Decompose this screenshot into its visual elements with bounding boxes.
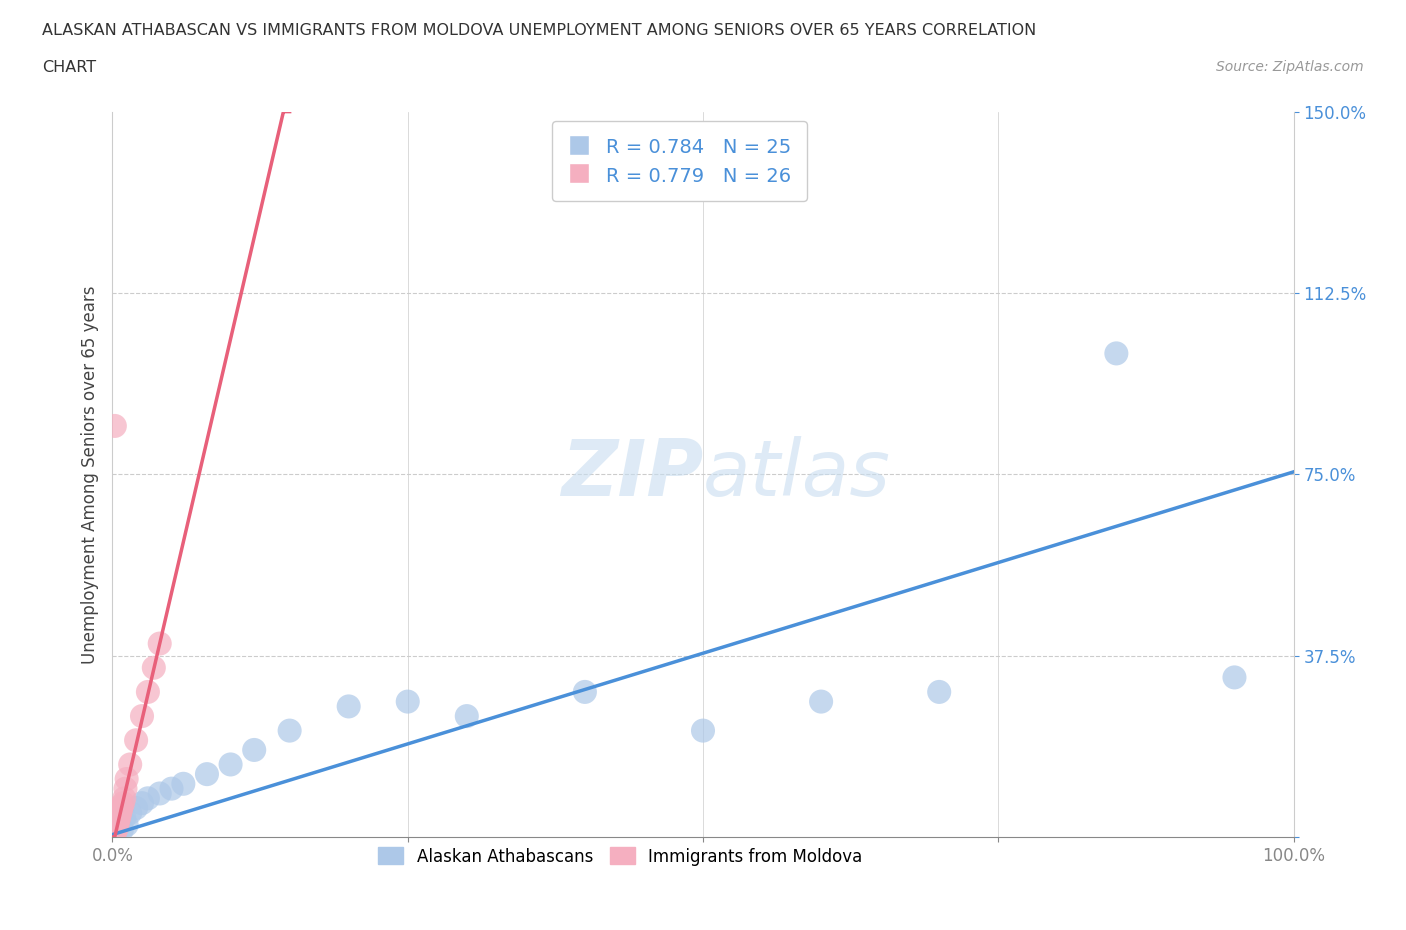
Point xyxy=(125,733,148,748)
Point xyxy=(111,822,134,837)
Point xyxy=(103,827,125,842)
Point xyxy=(125,801,148,816)
Text: CHART: CHART xyxy=(42,60,96,75)
Point xyxy=(142,660,165,675)
Point xyxy=(131,796,153,811)
Point xyxy=(103,826,125,841)
Legend: Alaskan Athabascans, Immigrants from Moldova: Alaskan Athabascans, Immigrants from Mol… xyxy=(371,841,869,872)
Point xyxy=(120,757,142,772)
Point xyxy=(120,805,142,820)
Text: atlas: atlas xyxy=(703,436,891,512)
Point xyxy=(104,824,127,839)
Point xyxy=(692,724,714,738)
Point xyxy=(149,636,172,651)
Point xyxy=(136,684,159,699)
Point xyxy=(928,684,950,699)
Point xyxy=(1223,670,1246,684)
Point xyxy=(105,820,128,835)
Point xyxy=(574,684,596,699)
Point xyxy=(112,810,135,825)
Point xyxy=(112,796,135,811)
Point xyxy=(149,786,172,801)
Point xyxy=(396,694,419,709)
Point xyxy=(810,694,832,709)
Text: Source: ZipAtlas.com: Source: ZipAtlas.com xyxy=(1216,60,1364,74)
Point xyxy=(456,709,478,724)
Point xyxy=(115,817,138,832)
Point xyxy=(278,724,301,738)
Point xyxy=(243,742,266,757)
Point xyxy=(108,810,131,825)
Point xyxy=(337,699,360,714)
Point xyxy=(108,805,131,820)
Point xyxy=(160,781,183,796)
Point xyxy=(108,808,131,823)
Y-axis label: Unemployment Among Seniors over 65 years: Unemployment Among Seniors over 65 years xyxy=(80,286,98,663)
Point xyxy=(107,815,129,830)
Point xyxy=(195,766,218,781)
Text: ZIP: ZIP xyxy=(561,436,703,512)
Point xyxy=(110,803,132,817)
Point xyxy=(107,815,129,830)
Point xyxy=(115,772,138,787)
Text: ALASKAN ATHABASCAN VS IMMIGRANTS FROM MOLDOVA UNEMPLOYMENT AMONG SENIORS OVER 65: ALASKAN ATHABASCAN VS IMMIGRANTS FROM MO… xyxy=(42,23,1036,38)
Point xyxy=(114,781,136,796)
Point xyxy=(110,801,132,816)
Point xyxy=(105,817,128,832)
Point xyxy=(172,777,194,791)
Point xyxy=(105,820,128,835)
Point xyxy=(112,790,135,805)
Point xyxy=(104,825,127,840)
Point xyxy=(131,709,153,724)
Point xyxy=(104,418,127,433)
Point xyxy=(136,790,159,805)
Point xyxy=(111,798,134,813)
Point xyxy=(107,813,129,828)
Point xyxy=(105,822,128,837)
Point xyxy=(1105,346,1128,361)
Point xyxy=(219,757,242,772)
